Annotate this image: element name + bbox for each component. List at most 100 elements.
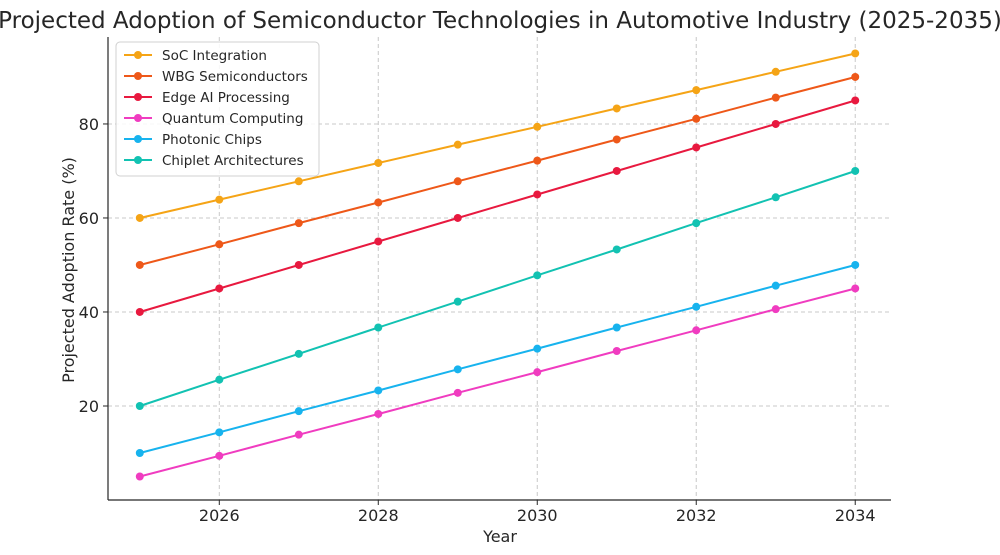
series-line: [139, 287, 856, 478]
chart-title: Projected Adoption of Semiconductor Tech…: [0, 8, 1000, 34]
legend-marker: [134, 156, 142, 164]
data-point: [612, 166, 621, 175]
data-point: [692, 219, 701, 228]
legend-marker: [134, 51, 142, 59]
data-point: [851, 166, 860, 175]
data-point: [533, 344, 542, 353]
x-tick-label: 2030: [517, 506, 558, 525]
y-tick-label: 20: [79, 397, 99, 416]
data-point: [294, 260, 303, 269]
data-point: [692, 114, 701, 123]
data-point: [771, 281, 780, 290]
data-point: [851, 96, 860, 105]
series-line: [139, 76, 856, 266]
data-point: [612, 104, 621, 113]
x-tick-label: 2034: [835, 506, 876, 525]
series-line: [139, 170, 856, 407]
data-point: [215, 284, 224, 293]
series-edge-ai-processing: [135, 96, 860, 316]
data-point: [294, 430, 303, 439]
data-point: [612, 135, 621, 144]
legend-marker: [134, 93, 142, 101]
data-point: [533, 190, 542, 199]
data-point: [135, 472, 144, 481]
legend-label: WBG Semiconductors: [162, 69, 308, 85]
data-point: [612, 346, 621, 355]
data-point: [374, 323, 383, 332]
x-tick-label: 2026: [199, 506, 240, 525]
data-point: [215, 240, 224, 249]
y-axis-label: Projected Adoption Rate (%): [59, 157, 78, 383]
data-point: [612, 323, 621, 332]
data-point: [771, 193, 780, 202]
series-quantum-computing: [135, 284, 860, 481]
data-point: [135, 401, 144, 410]
data-point: [135, 307, 144, 316]
data-point: [374, 386, 383, 395]
data-point: [612, 245, 621, 254]
data-point: [374, 158, 383, 167]
data-point: [374, 409, 383, 418]
series-chiplet-architectures: [135, 166, 860, 410]
data-point: [374, 237, 383, 246]
y-tick-label: 80: [79, 115, 99, 134]
data-point: [533, 156, 542, 165]
legend-box: [115, 41, 320, 177]
series-soc-integration: [135, 49, 860, 222]
data-point: [294, 407, 303, 416]
data-point: [771, 93, 780, 102]
series: [135, 49, 860, 481]
data-point: [692, 302, 701, 311]
legend-item: SoC Integration: [124, 48, 267, 64]
data-point: [851, 72, 860, 81]
data-point: [135, 448, 144, 457]
legend-marker: [134, 114, 142, 122]
x-tick-label: 2028: [358, 506, 399, 525]
data-point: [453, 177, 462, 186]
series-line: [139, 264, 856, 454]
y-tick-label: 40: [79, 303, 99, 322]
legend-label: Photonic Chips: [162, 132, 262, 148]
data-point: [533, 368, 542, 377]
series-line: [139, 52, 856, 219]
data-point: [533, 271, 542, 280]
data-point: [135, 213, 144, 222]
data-point: [453, 297, 462, 306]
data-point: [453, 388, 462, 397]
data-point: [851, 49, 860, 58]
legend-label: Edge AI Processing: [162, 90, 290, 106]
data-point: [771, 67, 780, 76]
legend-item: WBG Semiconductors: [124, 69, 308, 85]
axes: 2026 2028 2030 2032 2034 20 40 60 80: [79, 37, 891, 525]
legend-marker: [134, 72, 142, 80]
data-point: [215, 375, 224, 384]
data-point: [771, 305, 780, 314]
legend-item: Photonic Chips: [124, 132, 262, 148]
data-point: [453, 140, 462, 149]
data-point: [294, 177, 303, 186]
data-point: [692, 86, 701, 95]
data-point: [215, 451, 224, 460]
legend-marker: [134, 135, 142, 143]
data-point: [692, 326, 701, 335]
data-point: [771, 119, 780, 128]
legend-item: Edge AI Processing: [124, 90, 290, 106]
data-point: [135, 260, 144, 269]
legend-label: Chiplet Architectures: [162, 153, 304, 169]
series-wbg-semiconductors: [135, 72, 860, 269]
legend-label: Quantum Computing: [162, 111, 303, 127]
data-point: [453, 213, 462, 222]
data-point: [851, 284, 860, 293]
y-tick-label: 60: [79, 209, 99, 228]
data-point: [215, 195, 224, 204]
legend: SoC Integration WBG Semiconductors Edge AI…: [115, 41, 320, 177]
legend-label: SoC Integration: [162, 48, 267, 64]
data-point: [533, 122, 542, 131]
data-point: [453, 365, 462, 374]
data-point: [215, 428, 224, 437]
x-axis-label: Year: [482, 527, 517, 546]
data-point: [692, 143, 701, 152]
legend-item: Chiplet Architectures: [124, 153, 304, 169]
data-point: [294, 349, 303, 358]
x-tick-label: 2032: [676, 506, 717, 525]
